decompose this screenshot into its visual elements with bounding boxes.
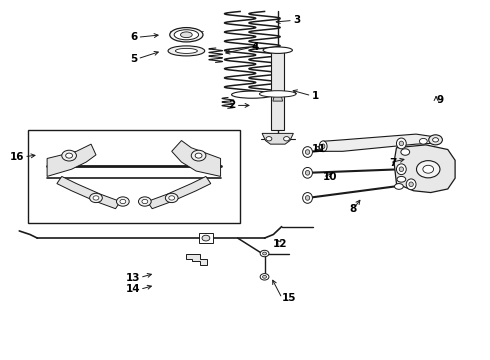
Ellipse shape — [202, 235, 210, 241]
Text: 9: 9 — [436, 95, 443, 105]
Ellipse shape — [165, 193, 178, 203]
Ellipse shape — [180, 32, 192, 38]
Ellipse shape — [117, 197, 129, 206]
Ellipse shape — [396, 138, 406, 149]
Ellipse shape — [303, 167, 313, 178]
Ellipse shape — [263, 47, 293, 53]
Ellipse shape — [401, 149, 410, 155]
Ellipse shape — [319, 141, 327, 152]
Ellipse shape — [303, 193, 313, 203]
Text: 16: 16 — [10, 152, 24, 162]
Ellipse shape — [396, 164, 406, 175]
Polygon shape — [273, 94, 283, 101]
Ellipse shape — [90, 193, 102, 203]
Text: 13: 13 — [125, 273, 140, 283]
Text: 1: 1 — [312, 91, 318, 101]
Ellipse shape — [263, 252, 267, 255]
Text: 14: 14 — [125, 284, 140, 294]
Ellipse shape — [423, 165, 434, 173]
Text: 11: 11 — [312, 144, 326, 154]
Ellipse shape — [305, 150, 310, 154]
Ellipse shape — [406, 179, 416, 190]
Polygon shape — [262, 134, 294, 144]
Ellipse shape — [266, 136, 272, 141]
Ellipse shape — [433, 138, 439, 142]
Polygon shape — [394, 145, 455, 193]
Text: 10: 10 — [323, 172, 337, 182]
Bar — [27, 130, 240, 223]
Text: 5: 5 — [130, 54, 138, 64]
Ellipse shape — [321, 144, 325, 149]
Ellipse shape — [394, 184, 403, 189]
Text: 8: 8 — [350, 204, 357, 214]
Ellipse shape — [62, 150, 76, 161]
Ellipse shape — [305, 195, 310, 200]
Text: 6: 6 — [130, 32, 138, 42]
Ellipse shape — [399, 167, 404, 172]
Ellipse shape — [284, 136, 290, 141]
Bar — [199, 233, 213, 243]
Text: 4: 4 — [251, 42, 259, 52]
Text: 3: 3 — [293, 15, 300, 26]
Text: 7: 7 — [390, 158, 397, 168]
Ellipse shape — [397, 176, 406, 182]
Ellipse shape — [142, 199, 148, 204]
Ellipse shape — [175, 48, 197, 53]
Text: 2: 2 — [228, 100, 236, 111]
Polygon shape — [147, 176, 211, 209]
Ellipse shape — [303, 147, 313, 157]
Ellipse shape — [419, 138, 427, 144]
Ellipse shape — [399, 141, 404, 146]
Ellipse shape — [260, 250, 269, 257]
Ellipse shape — [168, 46, 205, 56]
Ellipse shape — [260, 274, 269, 280]
Ellipse shape — [174, 30, 198, 40]
Ellipse shape — [93, 196, 99, 200]
Polygon shape — [47, 144, 96, 176]
Polygon shape — [186, 253, 207, 265]
Polygon shape — [57, 176, 121, 209]
Polygon shape — [172, 140, 220, 176]
Ellipse shape — [66, 153, 73, 158]
Text: 12: 12 — [273, 239, 288, 249]
Ellipse shape — [429, 135, 442, 145]
Ellipse shape — [305, 171, 310, 175]
Ellipse shape — [191, 150, 206, 161]
Ellipse shape — [139, 197, 151, 206]
Ellipse shape — [409, 182, 414, 186]
Ellipse shape — [170, 28, 203, 42]
Ellipse shape — [195, 153, 202, 158]
Ellipse shape — [263, 275, 267, 278]
Ellipse shape — [259, 91, 296, 97]
Ellipse shape — [120, 199, 126, 204]
Ellipse shape — [416, 161, 440, 178]
Bar — [271, 51, 284, 130]
Ellipse shape — [169, 196, 174, 200]
Polygon shape — [323, 134, 431, 151]
Ellipse shape — [232, 91, 273, 98]
Text: 15: 15 — [282, 293, 296, 303]
